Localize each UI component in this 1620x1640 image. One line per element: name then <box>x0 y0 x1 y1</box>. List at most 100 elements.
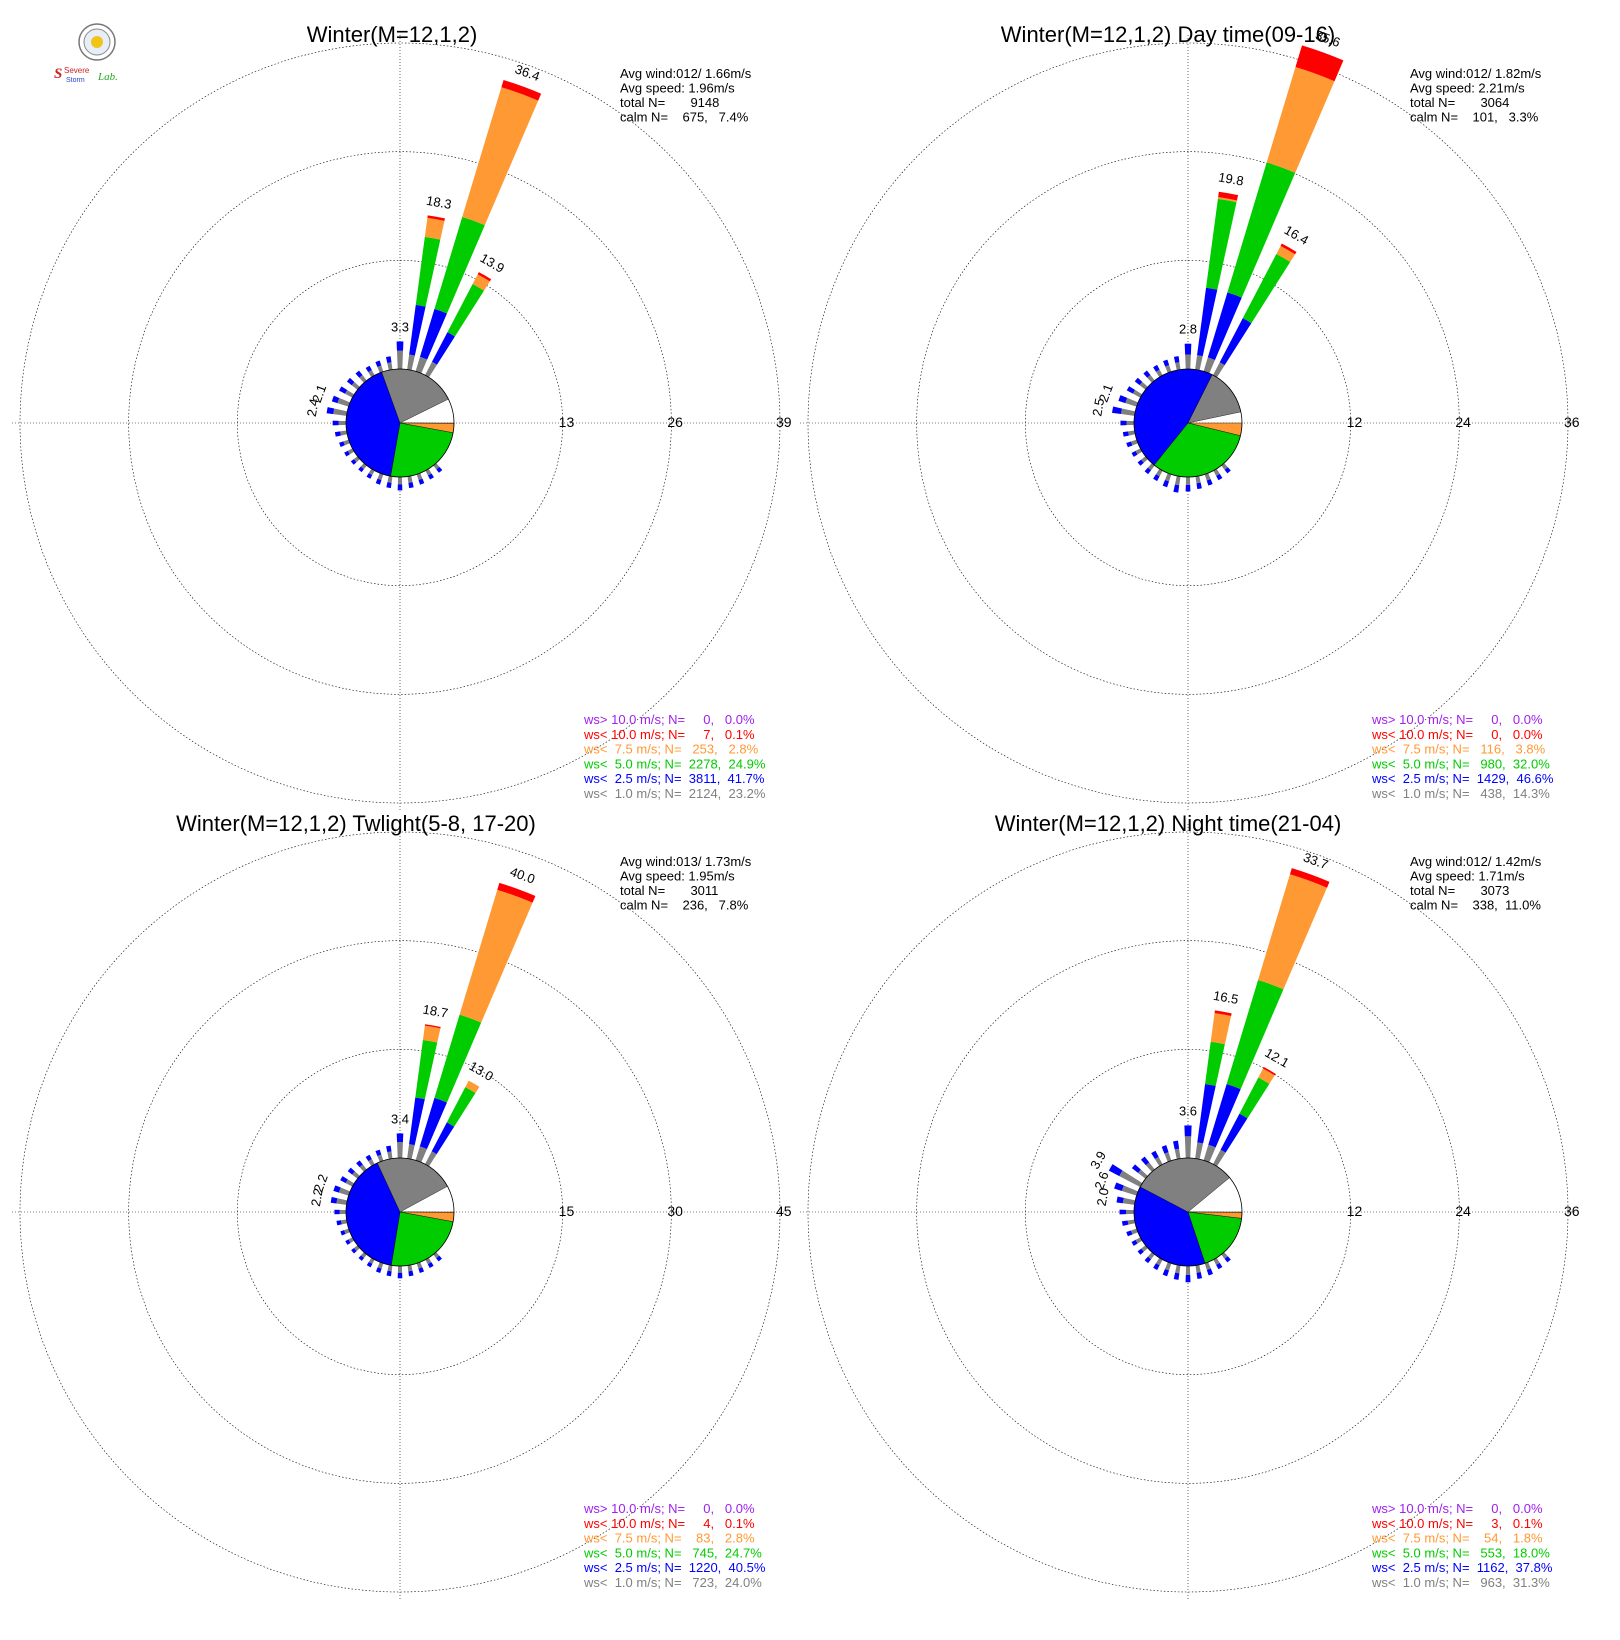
direction-bar-small-light <box>427 473 434 480</box>
direction-bar-small-calm <box>1127 1219 1136 1225</box>
direction-bar-small-calm <box>344 1228 350 1235</box>
direction-bar-segment <box>331 395 340 404</box>
direction-bar-segment <box>465 1080 480 1094</box>
ring-tick-label: 24 <box>1455 1203 1471 1219</box>
direction-bar-small-calm <box>1145 1162 1155 1172</box>
direction-bar-small-light <box>334 1209 340 1215</box>
direction-bar-segment <box>1184 343 1192 355</box>
direction-bar-segment <box>472 274 490 291</box>
direction-bar-segment <box>446 1087 476 1127</box>
direction-bar-segment <box>1242 253 1291 324</box>
direction-bar-small-light <box>1137 459 1144 466</box>
direction-bar-small-light <box>1131 450 1138 457</box>
direction-bar-small-light <box>1224 467 1231 474</box>
direction-bar-small-light <box>355 370 363 378</box>
direction-bar-small-light <box>346 377 355 386</box>
grid-ring <box>916 940 1460 1484</box>
direction-bar-segment <box>1114 1182 1124 1192</box>
direction-bar-small-light <box>336 1220 342 1226</box>
direction-bar-segment <box>1121 408 1136 416</box>
ring-tick-label: 24 <box>1455 414 1471 430</box>
direction-bar-small-light <box>358 1255 365 1261</box>
legend-entry: ws< 10.0 m/s; N= 3, 0.1% <box>1371 1516 1543 1531</box>
ring-tick-label: 12 <box>1347 1203 1363 1219</box>
stats-line: Avg speed: 1.96m/s <box>620 81 735 96</box>
stats-line: calm N= 338, 11.0% <box>1410 898 1541 913</box>
direction-bar-segment <box>1239 1077 1270 1119</box>
direction-bar-segment <box>1262 1067 1276 1076</box>
direction-bar-small-calm <box>345 1179 355 1187</box>
direction-bar-small-light <box>1162 1268 1170 1277</box>
direction-bar-segment <box>1227 162 1296 298</box>
direction-bar-label: 33.7 <box>1301 849 1330 872</box>
legend-entry: ws< 2.5 m/s; N= 1220, 40.5% <box>583 1560 766 1575</box>
direction-bar-small-calm <box>1204 1262 1211 1270</box>
direction-bar-segment <box>333 408 348 416</box>
direction-bar-small-light <box>1144 467 1152 475</box>
direction-bar-label: 16.4 <box>1282 222 1311 248</box>
direction-bar-label: 2.8 <box>1179 322 1197 337</box>
svg-text:Lab.: Lab. <box>97 71 118 83</box>
direction-bar-small-light <box>386 1145 392 1153</box>
direction-bar-small-calm <box>377 1154 384 1162</box>
legend-entry: ws< 10.0 m/s; N= 0, 0.0% <box>1371 727 1543 742</box>
grid-ring <box>237 1049 563 1375</box>
legend-entry: ws< 1.0 m/s; N= 723, 24.0% <box>583 1575 762 1590</box>
legend-entry: ws< 10.0 m/s; N= 4, 0.1% <box>583 1516 755 1531</box>
direction-bar-small-calm <box>338 420 347 426</box>
legend-entry: ws< 10.0 m/s; N= 7, 0.1% <box>583 727 755 742</box>
direction-bar-label: 2.1 <box>309 383 329 405</box>
direction-bar-segment <box>1203 1144 1216 1163</box>
direction-bar-segment <box>1184 1136 1192 1159</box>
direction-bar-segment <box>1214 1010 1232 1016</box>
direction-bar-segment <box>396 350 404 370</box>
direction-bar-segment <box>415 356 428 374</box>
direction-bar-small-light <box>365 1154 372 1162</box>
direction-bar-small-calm <box>1155 1257 1163 1266</box>
direction-bar-small-calm <box>425 1257 432 1265</box>
direction-bar-small-light <box>1122 431 1129 437</box>
lab-seal-icon: S Severe Storm Lab. <box>54 23 118 84</box>
ring-tick-label: 45 <box>776 1203 792 1219</box>
direction-bar-small-calm <box>377 473 384 481</box>
grid-ring <box>237 260 563 586</box>
direction-bar-segment <box>424 217 445 240</box>
direction-bar-label: 3.9 <box>1087 1149 1109 1172</box>
direction-bar-small-calm <box>368 370 375 378</box>
direction-bar-segment <box>1197 1083 1216 1144</box>
wind-rose-panel: 12 24 36 33.7 16.5 12.1 3.6 3.92.62.0 Winter(M=1… <box>800 811 1580 1600</box>
direction-bar-segment <box>1197 287 1218 357</box>
ring-tick-label: 30 <box>667 1203 683 1219</box>
direction-bar-small-calm <box>397 476 403 485</box>
direction-bar-label: 2.4 <box>304 397 322 417</box>
direction-bar-segment <box>415 1039 438 1100</box>
direction-bar-small-light <box>1131 1239 1138 1246</box>
direction-bar-small-calm <box>359 1164 367 1172</box>
stats-line: total N= 3011 <box>620 883 718 898</box>
direction-bar-small-calm <box>1147 463 1155 471</box>
direction-bar-small-light <box>1121 1220 1129 1226</box>
direction-bar-small-light <box>358 466 364 473</box>
direction-bar-small-calm <box>1175 1264 1181 1274</box>
chart-title: Winter(M=12,1,2) Twlight(5-8, 17-20) <box>176 811 536 836</box>
direction-bar-segment <box>1213 362 1225 378</box>
direction-bar-segment <box>1203 357 1215 374</box>
direction-bar-segment <box>1207 292 1242 361</box>
direction-bar-small-light <box>375 1267 382 1274</box>
direction-bar-segment <box>1217 197 1237 203</box>
direction-bar-segment <box>333 1185 341 1193</box>
direction-bar-segment <box>407 1144 415 1160</box>
direction-bar-segment <box>397 1142 403 1159</box>
direction-bar-small-light <box>1137 1248 1144 1255</box>
direction-bar-segment <box>425 1151 437 1167</box>
direction-bar-label: 3.3 <box>391 319 409 334</box>
direction-bar-small-calm <box>387 475 393 483</box>
stats-line: calm N= 675, 7.4% <box>620 110 749 125</box>
direction-bar-small-light <box>1143 370 1151 378</box>
stats-line: total N= 3073 <box>1410 883 1509 898</box>
direction-bar-label: 2.2 <box>308 1187 326 1207</box>
direction-bar-small-light <box>350 459 357 465</box>
legend-entry: ws< 7.5 m/s; N= 116, 3.8% <box>1371 742 1546 757</box>
direction-bar-small-light <box>427 1262 434 1268</box>
legend-entry: ws< 1.0 m/s; N= 2124, 23.2% <box>583 786 766 801</box>
